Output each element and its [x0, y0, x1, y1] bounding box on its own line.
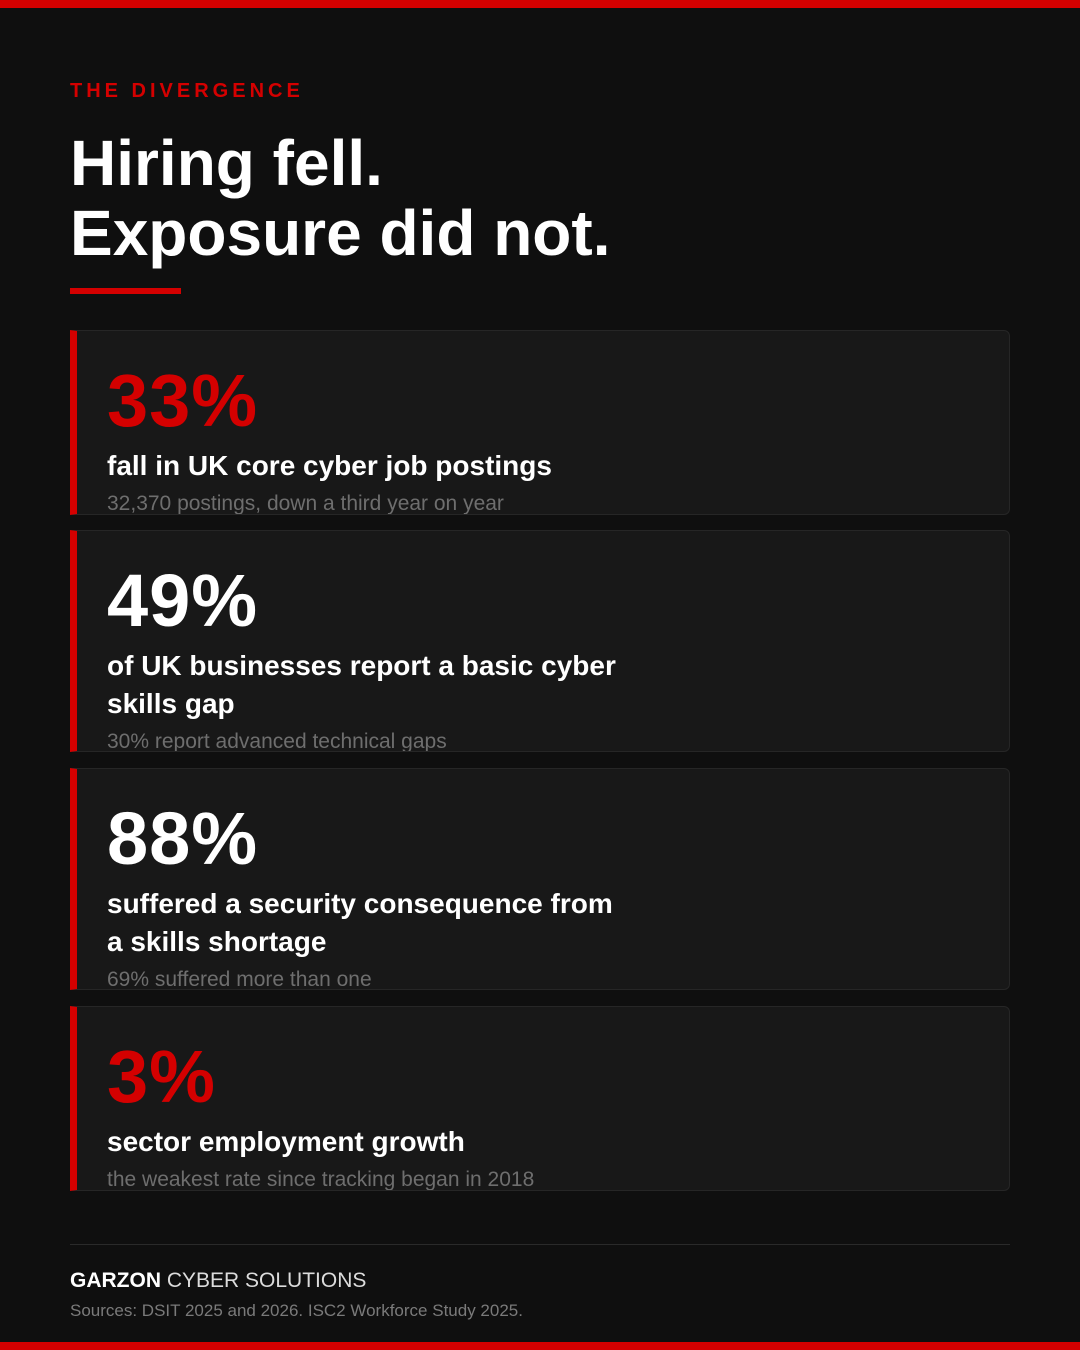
stat-card-security-consequence: 88% suffered a security consequence from…: [70, 768, 1010, 990]
headline-accent-rule: [70, 288, 181, 294]
top-accent-bar: [0, 0, 1080, 8]
stat-description: fall in UK core cyber job postings: [107, 450, 552, 481]
sources-note: Sources: DSIT 2025 and 2026. ISC2 Workfo…: [70, 1301, 523, 1320]
eyebrow-label: THE DIVERGENCE: [70, 80, 304, 102]
brand-name: GARZON CYBER SOLUTIONS: [70, 1268, 366, 1294]
stat-value: 49%: [107, 559, 259, 642]
brand-name-rest: CYBER SOLUTIONS: [161, 1269, 367, 1292]
stat-value: 88%: [107, 797, 259, 880]
stat-note: the weakest rate since tracking began in…: [107, 1168, 535, 1191]
footer-divider: [70, 1244, 1010, 1245]
stat-description: sector employment growth: [107, 1126, 465, 1157]
bottom-accent-bar: [0, 1342, 1080, 1350]
stat-card-skills-gap: 49% of UK businesses report a basic cybe…: [70, 530, 1010, 752]
headline-line-1: Hiring fell.: [70, 127, 383, 199]
stat-value: 3%: [107, 1035, 216, 1118]
headline-line-2: Exposure did not.: [70, 197, 611, 269]
headline: Hiring fell. Exposure did not.: [70, 128, 1010, 268]
stat-card-employment-growth: 3% sector employment growth the weakest …: [70, 1006, 1010, 1191]
stat-note: 32,370 postings, down a third year on ye…: [107, 492, 504, 515]
stat-description: of UK businesses report a basic cyber sk…: [107, 650, 616, 719]
stat-description: suffered a security consequence from a s…: [107, 888, 613, 957]
stat-value: 33%: [107, 359, 259, 442]
stat-card-job-postings: 33% fall in UK core cyber job postings 3…: [70, 330, 1010, 515]
stat-note: 69% suffered more than one: [107, 968, 372, 990]
brand-name-strong: GARZON: [70, 1269, 161, 1292]
stat-note: 30% report advanced technical gaps: [107, 730, 447, 752]
